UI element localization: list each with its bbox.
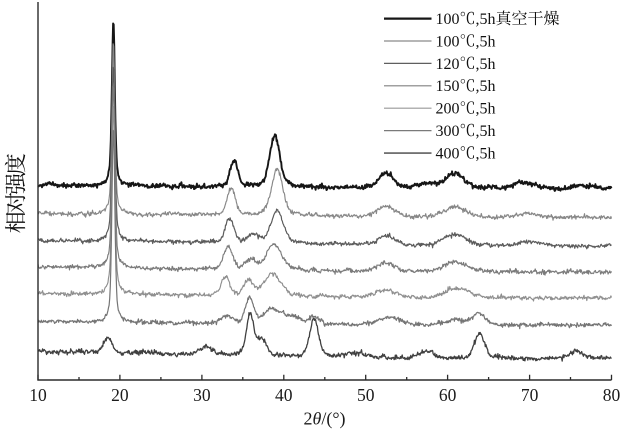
svg-text:,5h: ,5h	[476, 11, 496, 28]
svg-text:400: 400	[436, 146, 460, 163]
svg-text:60: 60	[439, 385, 457, 405]
svg-text:,5h: ,5h	[476, 123, 496, 140]
svg-text:,5h: ,5h	[476, 78, 496, 95]
svg-text:80: 80	[603, 385, 621, 405]
svg-text:150: 150	[436, 78, 460, 95]
svg-text:50: 50	[357, 385, 375, 405]
svg-text:300: 300	[436, 123, 460, 140]
svg-text:200: 200	[436, 101, 460, 118]
svg-text:,5h: ,5h	[476, 56, 496, 73]
svg-text:120: 120	[436, 56, 460, 73]
svg-text:100: 100	[436, 11, 460, 28]
svg-text:,5h: ,5h	[476, 33, 496, 50]
svg-text:40: 40	[275, 385, 293, 405]
svg-text:100: 100	[436, 33, 460, 50]
svg-text:20: 20	[111, 385, 129, 405]
svg-text:10: 10	[29, 385, 47, 405]
svg-text:,5h: ,5h	[476, 146, 496, 163]
svg-text:70: 70	[521, 385, 539, 405]
svg-text:,5h: ,5h	[476, 101, 496, 118]
svg-text:2θ/(°): 2θ/(°)	[303, 409, 345, 430]
svg-text:30: 30	[193, 385, 211, 405]
